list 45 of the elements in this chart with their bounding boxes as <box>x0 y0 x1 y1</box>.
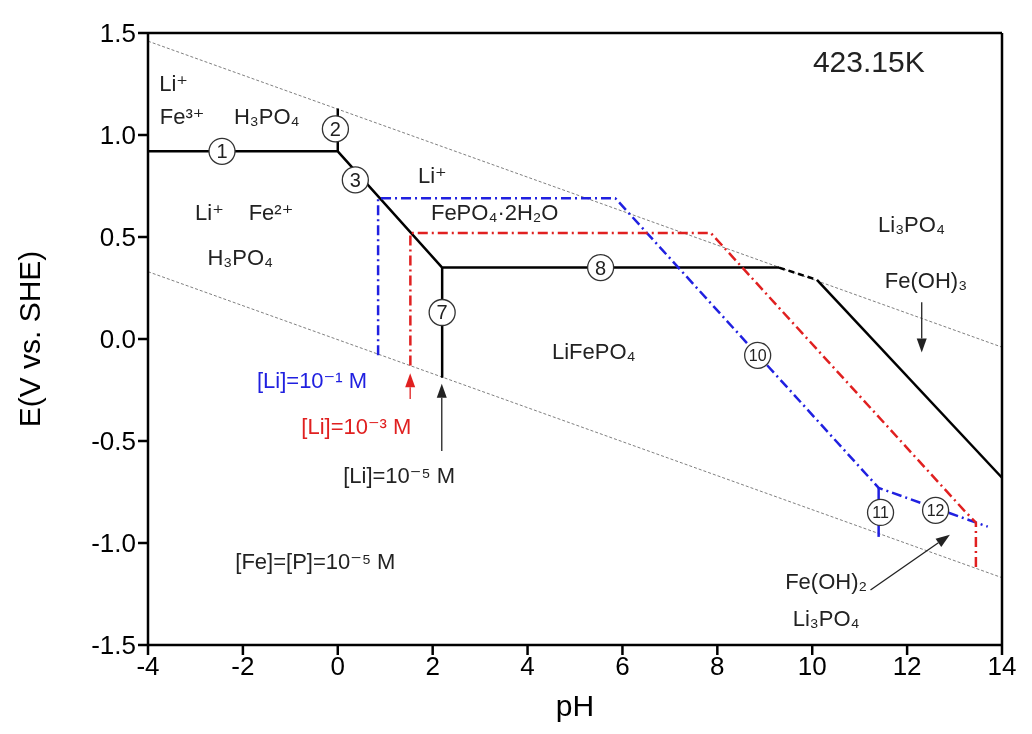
x-tick-label: -2 <box>231 651 255 682</box>
x-tick-label: 10 <box>797 651 827 682</box>
annotation: Fe(OH)₃ <box>884 268 968 294</box>
annotation: H₃PO₄ <box>233 104 300 130</box>
annotation: [Li]=10⁻³ M <box>301 414 412 440</box>
annotation: Fe(OH)₂ <box>785 569 868 595</box>
annotation: 2 <box>329 117 341 140</box>
x-tick-label: 12 <box>892 651 922 682</box>
y-tick-label: 0.0 <box>99 324 136 355</box>
annotation: Li₃PO₄ <box>792 606 860 632</box>
annotation: 423.15K <box>812 45 925 79</box>
annotation: [Fe]=[P]=10⁻⁵ M <box>235 548 396 574</box>
y-tick-label: 1.0 <box>99 120 136 151</box>
annotation: Li⁺ <box>159 71 188 97</box>
x-axis-title: pH <box>555 689 595 722</box>
annotation: Fe²⁺ <box>248 199 294 225</box>
y-axis-title: E(V vs. SHE) <box>13 250 46 428</box>
annotation: Li⁺ <box>418 163 447 189</box>
annotation: 1 <box>216 140 228 163</box>
annotation: LiFePO₄ <box>552 338 636 364</box>
x-tick-label: -4 <box>136 651 160 682</box>
y-tick-label: -0.5 <box>91 426 136 457</box>
y-tick-label: 0.5 <box>99 222 136 253</box>
x-tick-label: 0 <box>330 651 346 682</box>
y-tick-label: 1.5 <box>99 18 136 49</box>
x-tick-label: 2 <box>425 651 440 682</box>
annotation: Fe³⁺ <box>159 104 205 130</box>
x-tick-label: 8 <box>710 651 725 682</box>
x-tick-label: 4 <box>520 651 535 682</box>
annotation: [Li]=10⁻¹ M <box>256 367 367 393</box>
y-tick-label: -1.5 <box>91 630 136 661</box>
x-tick-label: 6 <box>615 651 630 682</box>
annotation: 12 <box>926 501 945 519</box>
annotation: H₃PO₄ <box>207 245 274 271</box>
x-tick-label: 14 <box>987 651 1017 682</box>
annotation: 8 <box>595 256 607 279</box>
annotation: 3 <box>349 168 361 191</box>
annotation: FePO₄·2H₂O <box>430 199 559 225</box>
annotation: Li₃PO₄ <box>878 212 945 238</box>
annotation: 7 <box>436 301 448 324</box>
annotation: Li⁺ <box>195 199 224 225</box>
annotation: 10 <box>748 346 767 364</box>
y-tick-label: -1.0 <box>91 528 136 559</box>
annotation: 11 <box>872 503 889 521</box>
annotation: [Li]=10⁻⁵ M <box>343 462 455 488</box>
